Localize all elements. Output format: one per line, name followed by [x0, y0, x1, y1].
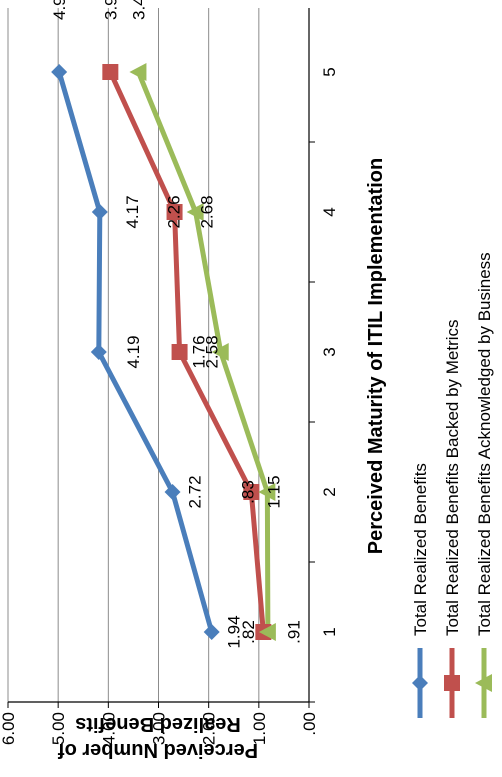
legend-item-1: Total Realized Benefits [411, 463, 430, 718]
value-tick-label: 2.00 [200, 712, 219, 745]
series-lines [56, 70, 271, 633]
category-tick-label: 3 [320, 347, 339, 356]
series-2-point [171, 344, 188, 360]
legend-item-3: Total Realized Benefits Acknowledged by … [475, 252, 494, 718]
data-label: 1.15 [264, 475, 283, 508]
data-label: 3.96 [101, 0, 120, 20]
category-tick-label: 1 [320, 627, 339, 636]
data-label: 4.19 [124, 335, 143, 368]
legend-marker [412, 675, 428, 691]
series-1-point [91, 204, 108, 220]
series-markers [51, 63, 276, 641]
legend-marker [475, 674, 492, 692]
series-3-point [258, 483, 276, 501]
value-tick-label: 1.00 [250, 712, 269, 745]
tick-labels: .00 1.00 2.00 3.00 4.00 5.00 6.00 1 2 3 4 5 [0, 67, 339, 745]
data-label: 3.40 [129, 0, 148, 20]
category-tick-label: 4 [320, 207, 339, 216]
data-label: .83 [238, 480, 257, 504]
data-label: 2.26 [165, 195, 184, 228]
series-2-point [102, 64, 119, 80]
data-label: 2.72 [186, 475, 205, 508]
value-tick-label: 3.00 [150, 712, 169, 745]
series-3-point [129, 63, 147, 81]
value-tick-label: .00 [300, 712, 319, 736]
legend-label: Total Realized Benefits Backed by Metric… [443, 319, 462, 636]
category-axis-title: Perceived Maturity of ITIL Implementatio… [365, 158, 387, 554]
legend-item-2: Total Realized Benefits Backed by Metric… [443, 319, 462, 718]
series-2-point [243, 484, 260, 500]
series-1-point [164, 484, 181, 500]
series-3-point [211, 343, 229, 361]
series-2-point [166, 204, 183, 220]
legend-label: Total Realized Benefits [411, 463, 430, 636]
series-3-point [258, 623, 276, 641]
data-labels: 1.94 2.72 4.19 4.17 4.98 .91 1.15 2.58 2.68 3.96.… [50, 0, 303, 649]
category-tick-label: 2 [320, 487, 339, 496]
data-label: .91 [284, 620, 303, 644]
data-label: 1.76 [190, 335, 209, 368]
data-label: 2.58 [203, 335, 222, 368]
legend-marker [444, 675, 460, 691]
legend-label: Total Realized Benefits Acknowledged by … [475, 252, 494, 636]
value-tick-label: 6.00 [0, 712, 18, 745]
value-tick-label: 4.00 [99, 712, 118, 745]
data-label: 4.98 [50, 0, 69, 20]
data-label: .82 [239, 620, 258, 644]
series-3-point [186, 203, 204, 221]
category-tick-label: 5 [320, 67, 339, 76]
series-1-point [51, 64, 68, 80]
axes [7, 8, 315, 708]
value-tick-label: 5.00 [49, 712, 68, 745]
legend: Total Realized Benefits Total Realized Be… [411, 252, 494, 718]
data-label: 2.68 [198, 195, 217, 228]
data-label: 1.94 [225, 615, 244, 648]
axis-titles: Perceived Number ofRealized Benefits Perc… [58, 158, 387, 761]
series-1-point [90, 344, 107, 360]
series-1-point [203, 624, 220, 640]
value-axis-title: Perceived Number ofRealized Benefits [58, 713, 258, 761]
data-label: 4.17 [123, 195, 142, 228]
